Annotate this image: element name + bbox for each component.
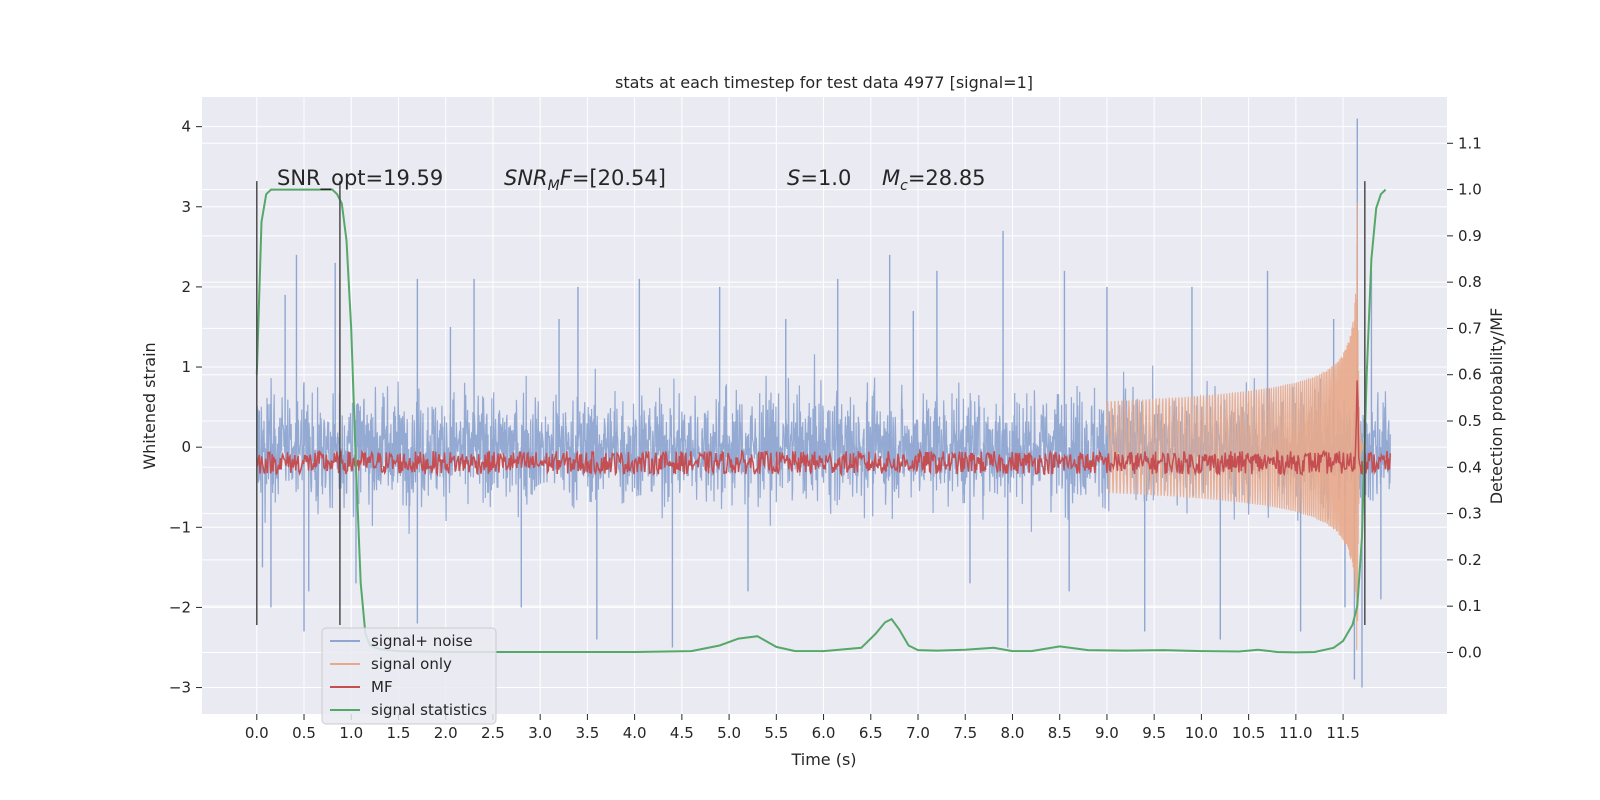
y-right-tick-label: 1.0 bbox=[1458, 181, 1482, 199]
y-right-tick-label: 0.3 bbox=[1458, 505, 1482, 523]
mc-annotation: Mc=28.85 bbox=[882, 166, 986, 194]
x-tick-label: 5.5 bbox=[764, 724, 788, 742]
right-y-axis: 0.0 0.1 0.2 0.3 0.4 0.5 0.6 0.7 0.8 0.9 1.0 1.1 bbox=[1447, 134, 1482, 661]
x-tick-label: 11.0 bbox=[1279, 724, 1312, 742]
plot-area bbox=[202, 97, 1447, 714]
x-tick-label: 1.0 bbox=[339, 724, 363, 742]
y-axis-left-label: Whitened strain bbox=[140, 342, 159, 469]
snr-mf-value: =[20.54] bbox=[572, 166, 666, 190]
y-left-tick-label: −3 bbox=[169, 679, 191, 697]
snr-opt-annotation: SNR_opt=19.59 bbox=[277, 166, 443, 191]
y-left-tick-label: −2 bbox=[169, 598, 191, 616]
x-tick-label: 2.5 bbox=[481, 724, 505, 742]
left-y-axis: −3 −2 −1 0 1 2 3 4 bbox=[169, 118, 202, 697]
x-tick-label: 3.5 bbox=[575, 724, 599, 742]
x-tick-label: 8.0 bbox=[1001, 724, 1025, 742]
y-right-tick-label: 0.1 bbox=[1458, 597, 1482, 615]
mc-value: =28.85 bbox=[908, 166, 986, 190]
chart-title: stats at each timestep for test data 497… bbox=[615, 73, 1033, 92]
x-tick-label: 8.5 bbox=[1048, 724, 1072, 742]
y-right-tick-label: 0.5 bbox=[1458, 412, 1482, 430]
x-axis: 0.0 0.5 1.0 1.5 2.0 2.5 3.0 3.5 4.0 4.5 5.0 5.5 6.0 6… bbox=[245, 714, 1360, 742]
y-left-tick-label: 3 bbox=[181, 198, 191, 216]
legend-label-signal-only: signal only bbox=[371, 655, 452, 673]
legend-label-signal-statistics: signal statistics bbox=[371, 701, 487, 719]
x-tick-label: 3.0 bbox=[528, 724, 552, 742]
legend-label-signal-noise: signal+ noise bbox=[371, 632, 473, 650]
x-tick-label: 0.0 bbox=[245, 724, 269, 742]
mc-sub: c bbox=[900, 178, 908, 194]
x-tick-label: 6.5 bbox=[859, 724, 883, 742]
snr-mf-tail: F bbox=[560, 166, 573, 190]
legend-label-mf: MF bbox=[371, 678, 393, 696]
y-axis-right-label: Detection probability/MF bbox=[1487, 308, 1506, 505]
x-tick-label: 6.0 bbox=[812, 724, 836, 742]
x-tick-label: 7.0 bbox=[906, 724, 930, 742]
x-tick-label: 5.0 bbox=[717, 724, 741, 742]
x-tick-label: 4.5 bbox=[670, 724, 694, 742]
x-tick-label: 9.0 bbox=[1095, 724, 1119, 742]
x-tick-label: 7.5 bbox=[953, 724, 977, 742]
snr-mf-sub: M bbox=[548, 178, 560, 194]
annotations: SNR_opt=19.59 SNRMF=[20.54] S=1.0 Mc=28.… bbox=[277, 166, 986, 194]
y-right-tick-label: 1.1 bbox=[1458, 134, 1482, 152]
signal-statistics-line bbox=[255, 188, 1387, 654]
x-tick-label: 10.0 bbox=[1185, 724, 1218, 742]
signal-only-line bbox=[1106, 202, 1368, 650]
vertical-markers bbox=[256, 181, 1366, 626]
x-tick-label: 1.5 bbox=[387, 724, 411, 742]
x-tick-label: 2.0 bbox=[434, 724, 458, 742]
y-right-tick-label: 0.4 bbox=[1458, 458, 1482, 476]
x-axis-label: Time (s) bbox=[790, 750, 856, 769]
grid bbox=[202, 97, 1447, 714]
y-left-tick-label: 4 bbox=[181, 118, 191, 136]
x-tick-label: 10.5 bbox=[1232, 724, 1265, 742]
legend-box bbox=[321, 627, 497, 725]
y-left-tick-label: 0 bbox=[181, 438, 191, 456]
series-layer bbox=[255, 118, 1392, 688]
y-left-tick-label: 2 bbox=[181, 278, 191, 296]
y-right-tick-label: 0.7 bbox=[1458, 319, 1482, 337]
x-tick-label: 9.5 bbox=[1142, 724, 1166, 742]
x-tick-label: 0.5 bbox=[292, 724, 316, 742]
snr-mf-annotation: SNRMF=[20.54] bbox=[504, 166, 666, 194]
mf-line bbox=[256, 380, 1392, 478]
s-value: =1.0 bbox=[800, 166, 851, 190]
y-right-tick-label: 0.9 bbox=[1458, 227, 1482, 245]
y-right-tick-label: 0.8 bbox=[1458, 273, 1482, 291]
x-tick-label: 11.5 bbox=[1326, 724, 1359, 742]
x-tick-label: 4.0 bbox=[623, 724, 647, 742]
y-right-tick-label: 0.0 bbox=[1458, 643, 1482, 661]
y-left-tick-label: 1 bbox=[181, 358, 191, 376]
snr-mf-name: SNR bbox=[504, 166, 548, 190]
s-annotation: S=1.0 bbox=[787, 166, 851, 190]
y-right-tick-label: 0.6 bbox=[1458, 366, 1482, 384]
y-right-tick-label: 0.2 bbox=[1458, 551, 1482, 569]
y-left-tick-label: −1 bbox=[169, 518, 191, 536]
legend: signal+ noise signal only MF signal stat… bbox=[321, 627, 497, 725]
mc-name: M bbox=[882, 166, 900, 190]
s-name: S bbox=[787, 166, 800, 190]
